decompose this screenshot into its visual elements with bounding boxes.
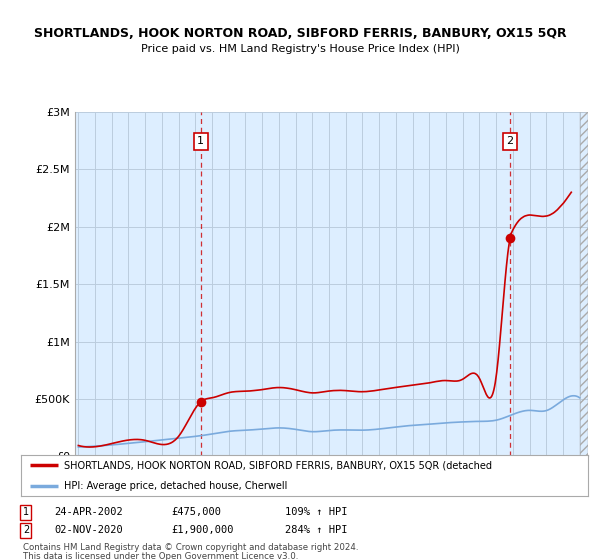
Text: Contains HM Land Registry data © Crown copyright and database right 2024.: Contains HM Land Registry data © Crown c… [23,543,358,552]
Text: Price paid vs. HM Land Registry's House Price Index (HPI): Price paid vs. HM Land Registry's House … [140,44,460,54]
Text: £475,000: £475,000 [171,507,221,517]
Text: SHORTLANDS, HOOK NORTON ROAD, SIBFORD FERRIS, BANBURY, OX15 5QR: SHORTLANDS, HOOK NORTON ROAD, SIBFORD FE… [34,27,566,40]
Text: 109% ↑ HPI: 109% ↑ HPI [285,507,347,517]
Text: HPI: Average price, detached house, Cherwell: HPI: Average price, detached house, Cher… [64,480,287,491]
Text: 2: 2 [23,525,29,535]
Text: 1: 1 [23,507,29,517]
Text: 1: 1 [197,136,204,146]
Text: 02-NOV-2020: 02-NOV-2020 [54,525,123,535]
Text: 284% ↑ HPI: 284% ↑ HPI [285,525,347,535]
Text: 2: 2 [506,136,514,146]
Text: SHORTLANDS, HOOK NORTON ROAD, SIBFORD FERRIS, BANBURY, OX15 5QR (detached: SHORTLANDS, HOOK NORTON ROAD, SIBFORD FE… [64,460,491,470]
Text: £1,900,000: £1,900,000 [171,525,233,535]
Text: This data is licensed under the Open Government Licence v3.0.: This data is licensed under the Open Gov… [23,552,298,560]
Text: 24-APR-2002: 24-APR-2002 [54,507,123,517]
